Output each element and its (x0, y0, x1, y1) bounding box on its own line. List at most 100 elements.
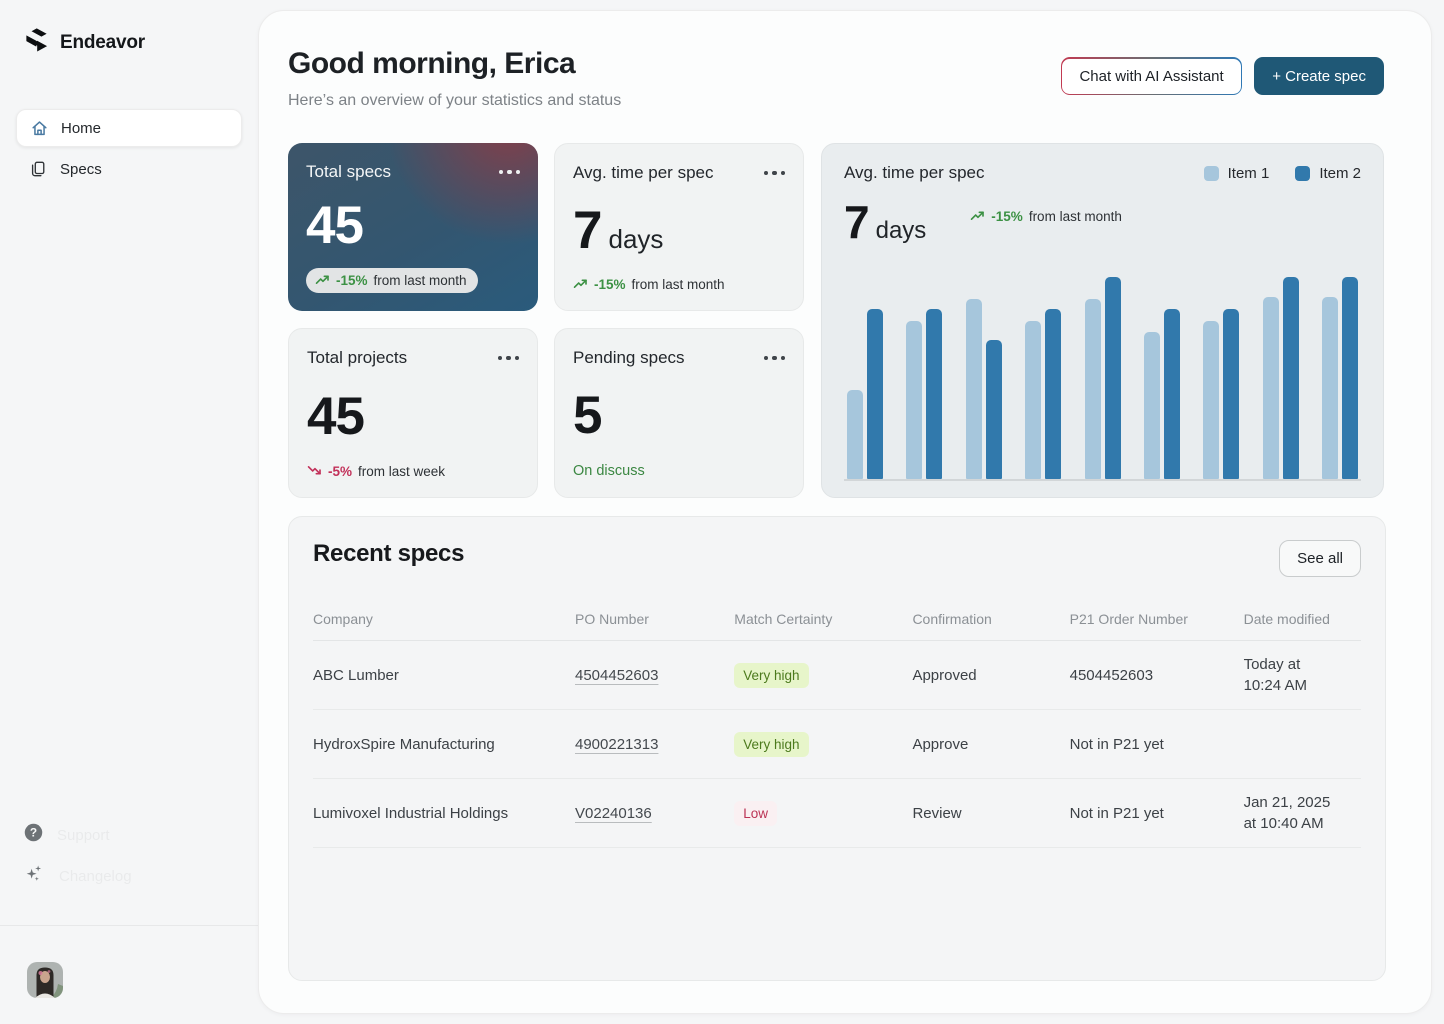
column-header-date-modified: Date modified (1243, 601, 1361, 641)
sidebar-divider (0, 925, 258, 926)
match-badge: Very high (734, 731, 809, 757)
stat-title: Pending specs (573, 348, 685, 367)
more-options-icon[interactable] (763, 353, 785, 364)
more-options-icon[interactable] (497, 353, 519, 364)
page-header: Good morning, Erica Here’s an overview o… (288, 47, 1384, 110)
user-avatar[interactable] (27, 962, 63, 998)
trend-percent: -5% (328, 464, 353, 479)
help-icon: ? (24, 823, 43, 847)
home-icon (29, 118, 49, 138)
trend-line: -5% from last week (307, 464, 519, 479)
trend-suffix: from last month (1028, 208, 1122, 224)
company-cell: Lumivoxel Industrial Holdings (313, 778, 575, 848)
sidebar: Endeavor Home Specs (0, 0, 258, 1024)
legend-item-1: Item 1 (1203, 165, 1269, 182)
bar-item1 (1084, 299, 1101, 479)
sidebar-item-label: Specs (60, 160, 102, 178)
chat-ai-assistant-button[interactable]: Chat with AI Assistant (1060, 57, 1243, 95)
table-row[interactable]: Lumivoxel Industrial Holdings V02240136 … (313, 778, 1361, 848)
po-number-link[interactable]: 4900221313 (575, 735, 659, 753)
table-row[interactable]: ABC Lumber 4504452603 Very high Approved… (313, 640, 1361, 710)
confirmation-cell: Approved (912, 640, 1070, 710)
sidebar-item-specs[interactable]: Specs (16, 151, 242, 187)
chart-card: Avg. time per spec Item 1 Item 2 7 days (821, 143, 1384, 498)
sidebar-item-label: Home (61, 119, 102, 137)
bar-group (965, 277, 1002, 479)
po-number-link[interactable]: V02240136 (575, 804, 652, 822)
trend-suffix: from last week (358, 464, 446, 479)
specs-table: Company PO Number Match Certainty Confir… (313, 601, 1361, 848)
table-header-row: Company PO Number Match Certainty Confir… (313, 601, 1361, 641)
stat-value: 5 (573, 386, 603, 445)
trend-percent: -15% (991, 208, 1023, 224)
svg-text:?: ? (30, 826, 37, 840)
sidebar-footer: ? Support Changelog (0, 815, 258, 1024)
brand-name: Endeavor (60, 32, 145, 53)
trend-line: -15% from last month (573, 277, 785, 292)
recent-specs-card: Recent specs See all Company PO Number M… (288, 516, 1386, 981)
create-spec-button[interactable]: + Create spec (1254, 57, 1384, 95)
stat-title: Total projects (307, 348, 408, 367)
bar-item1 (847, 390, 863, 479)
stats-grid: Total specs 45 -15% from last month (288, 143, 804, 498)
stat-unit: days (608, 223, 664, 254)
bar-item2 (867, 309, 883, 479)
bar-item2 (926, 309, 943, 479)
company-cell: ABC Lumber (313, 640, 575, 710)
table-title: Recent specs (313, 540, 465, 567)
trend-up-icon (573, 277, 588, 292)
stat-title: Total specs (306, 162, 392, 181)
legend-swatch-item2 (1295, 165, 1311, 181)
confirmation-cell: Review (912, 778, 1070, 848)
page-subtitle: Here’s an overview of your statistics an… (288, 92, 622, 109)
trend-line: -15% from last month (970, 209, 1122, 224)
date-modified-cell (1243, 709, 1361, 779)
stats-section: Total specs 45 -15% from last month (288, 143, 1384, 498)
column-header-p21-order-number: P21 Order Number (1069, 601, 1244, 641)
bar-item2 (985, 339, 1002, 479)
more-options-icon[interactable] (763, 168, 785, 179)
trend-up-icon (970, 209, 985, 224)
page-title: Good morning, Erica (288, 47, 576, 80)
trend-up-icon (315, 273, 330, 288)
bar-group (1025, 277, 1062, 479)
header-actions: Chat with AI Assistant + Create spec (1060, 57, 1384, 95)
trend-percent: -15% (594, 277, 626, 292)
bar-group (1143, 277, 1180, 479)
trend-suffix: from last month (631, 277, 725, 292)
bar-group (1322, 277, 1358, 479)
support-button[interactable]: ? Support (0, 815, 258, 855)
bar-item2 (1342, 277, 1358, 479)
chart-value: 7 (844, 196, 870, 248)
brand: Endeavor (0, 0, 258, 59)
support-label: Support (57, 826, 110, 844)
table-row[interactable]: HydroxSpire Manufacturing 4900221313 Ver… (313, 709, 1361, 779)
po-number-link[interactable]: 4504452603 (575, 666, 659, 684)
trend-down-icon (307, 464, 322, 479)
p21-order-cell: Not in P21 yet (1069, 709, 1244, 779)
legend-item-2: Item 2 (1295, 165, 1361, 182)
match-badge: Very high (734, 662, 809, 688)
sidebar-item-home[interactable]: Home (16, 109, 242, 147)
column-header-company: Company (313, 601, 575, 641)
bar-item2 (1282, 277, 1299, 479)
stat-card-total-specs: Total specs 45 -15% from last month (288, 143, 538, 311)
ai-changelog-button[interactable]: Changelog (0, 855, 258, 897)
bar-item2 (1045, 309, 1062, 479)
see-all-button[interactable]: See all (1279, 540, 1361, 577)
stat-value: 45 (306, 195, 364, 255)
trend-badge: -15% from last month (306, 268, 478, 293)
bar-group (847, 277, 883, 479)
bar-chart (844, 277, 1361, 481)
bar-item2 (1163, 309, 1180, 479)
more-options-icon[interactable] (498, 167, 520, 178)
stat-card-avg-time: Avg. time per spec 7 days -15% from last… (554, 143, 804, 311)
chart-value-row: 7 days -15% from last month (844, 199, 1361, 245)
chart-unit: days (875, 217, 927, 244)
bar-group (906, 277, 943, 479)
pending-status-note: On discuss (573, 463, 645, 479)
date-modified-cell: Today at 10:24 AM (1243, 640, 1361, 710)
p21-order-cell: 4504452603 (1069, 640, 1244, 710)
main-panel: Good morning, Erica Here’s an overview o… (258, 10, 1432, 1014)
column-header-po-number: PO Number (575, 601, 735, 641)
